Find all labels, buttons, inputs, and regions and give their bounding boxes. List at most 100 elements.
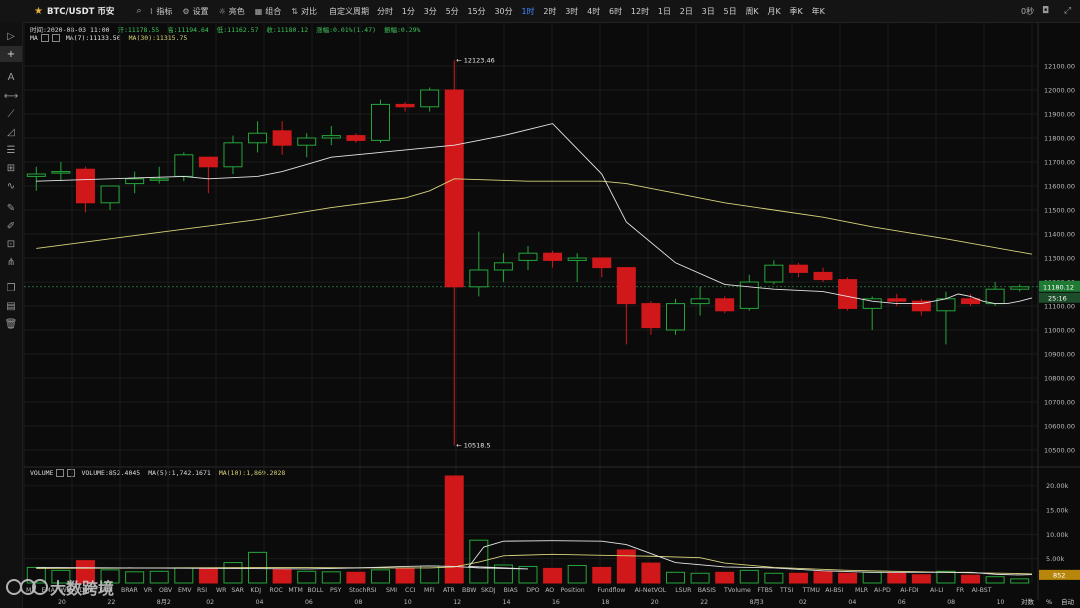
indicator-tab-13[interactable]: ROC (269, 587, 283, 594)
crosshair-icon[interactable]: + (0, 46, 22, 62)
parallel-channel-icon[interactable]: ☰ (6, 144, 16, 156)
toolbar-compare-button[interactable]: ⇅ 对比 (291, 6, 317, 17)
indicator-tab-11[interactable]: SAR (231, 587, 244, 594)
indicator-tab-10[interactable]: WR (216, 587, 227, 594)
period-8-button[interactable]: 3时 (565, 6, 579, 16)
indicator-tab-23[interactable]: SKDJ (481, 587, 496, 594)
indicator-tab-30[interactable]: LSUR (675, 587, 692, 594)
footer-1-button[interactable]: % (1046, 598, 1052, 606)
period-19-button[interactable]: 年K (811, 6, 825, 16)
cursor-icon[interactable]: ▷ (7, 30, 15, 42)
ma-close-icon[interactable] (51, 34, 60, 42)
period-12-button[interactable]: 1日 (657, 6, 671, 16)
period-13-button[interactable]: 2日 (679, 6, 693, 16)
indicator-tab-41[interactable]: FR (956, 587, 965, 594)
brush-icon[interactable]: ✐ (6, 220, 16, 232)
volume-bar (788, 572, 808, 584)
indicator-tab-22[interactable]: BBW (462, 587, 476, 594)
grid-tool-icon[interactable]: ⊞ (6, 162, 16, 174)
footer-2-button[interactable]: 自动 (1061, 597, 1075, 606)
indicator-tab-26[interactable]: AO (545, 587, 554, 594)
camera-icon[interactable]: ◘ (1042, 6, 1050, 16)
time-axis-label: 14 (503, 599, 511, 606)
search-icon[interactable]: ⌕ (136, 6, 142, 16)
indicator-tab-5[interactable]: BRAR (121, 587, 139, 594)
period-0-button[interactable]: 分时 (377, 6, 393, 16)
volume-close-icon[interactable] (67, 469, 76, 477)
countdown-tag (1039, 292, 1080, 303)
indicator-tab-21[interactable]: ATR (443, 587, 456, 594)
indicator-tab-28[interactable]: Fundflow (598, 587, 626, 594)
period-7-button[interactable]: 2时 (543, 6, 557, 16)
indicator-tab-6[interactable]: VR (144, 587, 153, 594)
magnet-icon[interactable]: ⋔ (6, 256, 16, 268)
toolbar-indicator-button[interactable]: ⌇ 指标 (149, 6, 172, 17)
indicator-tab-17[interactable]: StochRSI (349, 587, 377, 594)
indicator-tab-7[interactable]: OBV (159, 587, 173, 594)
wave-icon[interactable]: ∿ (6, 180, 16, 192)
text-tool-icon[interactable]: A (7, 71, 15, 83)
period-17-button[interactable]: 月K (767, 6, 781, 16)
ma-settings-icon[interactable] (40, 34, 49, 42)
trash-icon[interactable]: 🗑 (4, 318, 18, 330)
indicator-tab-14[interactable]: MTM (288, 587, 302, 594)
period-6-button[interactable]: 1时 (521, 6, 535, 16)
lock-icon[interactable]: ⊡ (6, 238, 16, 250)
symbol-title[interactable]: BTC/USDT 币安 (46, 7, 115, 17)
toolbar-combine-button[interactable]: ▦ 组合 (255, 6, 282, 17)
fullscreen-icon[interactable]: ⤢ (1064, 6, 1072, 16)
period-9-button[interactable]: 4时 (587, 6, 601, 16)
period-11-button[interactable]: 12时 (630, 6, 650, 16)
indicator-tab-9[interactable]: RSI (197, 587, 207, 594)
indicator-tab-42[interactable]: AI-BST (972, 587, 992, 594)
indicator-tab-33[interactable]: FTBS (757, 587, 772, 594)
period-14-button[interactable]: 3日 (701, 6, 715, 16)
period-10-button[interactable]: 6时 (609, 6, 623, 16)
indicator-tab-20[interactable]: MFI (424, 587, 435, 594)
period-4-button[interactable]: 15分 (467, 6, 486, 16)
indicator-tab-24[interactable]: BIAS (504, 587, 518, 594)
period-16-button[interactable]: 周K (745, 6, 759, 16)
indicator-tab-34[interactable]: TTSI (779, 587, 793, 594)
period-3-button[interactable]: 5分 (445, 6, 459, 16)
indicator-tab-8[interactable]: EMV (178, 587, 192, 594)
indicator-tab-40[interactable]: AI-LI (930, 587, 944, 594)
indicator-tab-19[interactable]: CCI (405, 587, 416, 594)
period-15-button[interactable]: 5日 (723, 6, 737, 16)
indicator-tab-12[interactable]: KDJ (250, 587, 261, 594)
indicator-tab-18[interactable]: SMI (386, 587, 397, 594)
toolbar-settings-button[interactable]: ⚙ 设置 (182, 6, 208, 17)
custom-period-button[interactable]: 自定义周期 (329, 6, 369, 16)
indicator-tab-32[interactable]: TVolume (723, 587, 751, 594)
indicator-tab-36[interactable]: AI-BSI (825, 587, 843, 594)
trend-line-icon[interactable]: ⟋ (7, 108, 15, 120)
pen-icon[interactable]: ✎ (6, 202, 16, 214)
ray-icon[interactable]: ◿ (7, 126, 15, 138)
price-tick-label: 11300.00 (1044, 255, 1075, 263)
ruler-icon[interactable]: ▤ (6, 300, 16, 312)
indicator-tab-39[interactable]: AI-FDI (900, 587, 919, 594)
candle (739, 274, 759, 311)
period-1-button[interactable]: 1分 (401, 6, 415, 16)
indicator-tab-35[interactable]: TTMU (802, 587, 820, 594)
layers-icon[interactable]: ❐ (6, 282, 16, 294)
indicator-tab-16[interactable]: PSY (330, 587, 342, 594)
period-18-button[interactable]: 季K (789, 6, 803, 16)
footer-0-button[interactable]: 对数 (1021, 597, 1035, 606)
indicator-tab-15[interactable]: BOLL (307, 587, 323, 594)
indicator-tab-29[interactable]: AI-NetVOL (635, 587, 667, 594)
current-volume-label: 852 (1053, 571, 1065, 579)
toolbar-brightness-button[interactable]: ☼ 亮色 (219, 6, 245, 17)
indicator-tab-25[interactable]: DPO (526, 587, 539, 594)
horizontal-line-icon[interactable]: ⟷ (3, 90, 19, 102)
indicator-tab-27[interactable]: Position (561, 587, 585, 594)
price-tick-label: 11600.00 (1044, 183, 1075, 191)
indicator-tab-37[interactable]: MLR (855, 587, 869, 594)
period-5-button[interactable]: 30分 (494, 6, 513, 16)
indicator-tab-31[interactable]: BASIS (698, 587, 716, 594)
favorite-star-icon[interactable]: ★ (34, 5, 43, 17)
volume-settings-icon[interactable] (56, 469, 65, 477)
indicator-tab-38[interactable]: AI-PD (874, 587, 891, 594)
period-2-button[interactable]: 3分 (423, 6, 437, 16)
